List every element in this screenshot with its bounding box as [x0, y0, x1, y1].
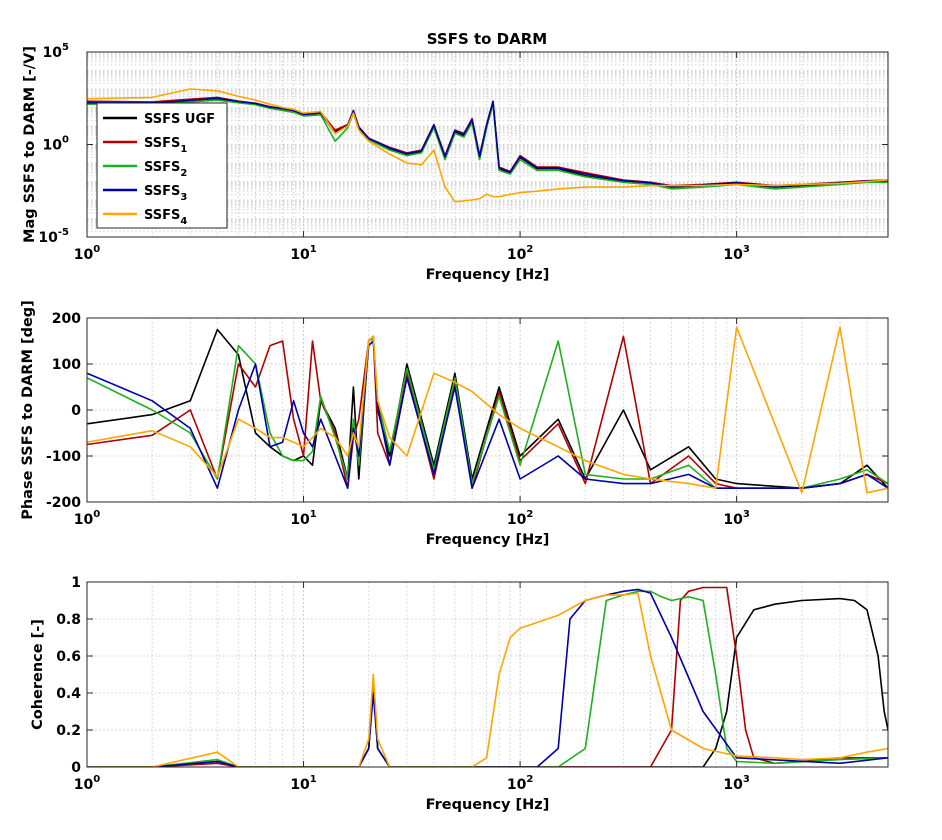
x-tick-exp: 2: [526, 509, 533, 520]
x-tick-label: 100: [74, 774, 100, 793]
x-tick-exp: 0: [93, 244, 100, 255]
x-tick-label: 100: [74, 244, 100, 263]
y-tick-label: 0.8: [56, 612, 81, 628]
x-tick-exp: 3: [743, 244, 750, 255]
legend-entry: SSFS1: [144, 136, 187, 155]
x-axis-label: Frequency [Hz]: [426, 797, 550, 813]
series-line-ssfs1: [87, 335, 888, 490]
x-tick-label: 100: [74, 509, 100, 528]
legend-subscript: 2: [180, 168, 187, 179]
legend-entry: SSFS3: [144, 184, 187, 203]
plot-area: [87, 582, 888, 767]
series-line-ssfs4: [87, 326, 888, 494]
x-tick-exp: 0: [93, 509, 100, 520]
y-tick-label: -100: [46, 449, 81, 465]
x-tick-base: 10: [74, 247, 94, 263]
y-axis-label: Mag SSFS to DARM [-/V]: [22, 46, 38, 243]
y-tick-base: 10: [43, 138, 63, 154]
x-tick-label: 101: [290, 244, 316, 263]
y-tick-label: 100: [52, 357, 81, 373]
x-tick-base: 10: [290, 247, 310, 263]
legend-entry: SSFS2: [144, 160, 187, 179]
y-tick-base: 10: [43, 45, 63, 61]
y-tick-label: 0: [71, 760, 81, 776]
x-tick-label: 101: [290, 509, 316, 528]
x-tick-exp: 2: [526, 244, 533, 255]
y-tick-label: 200: [52, 311, 81, 327]
series-line-ssfs3: [87, 588, 888, 767]
series-line-ssfs4: [87, 88, 888, 203]
x-tick-base: 10: [74, 777, 94, 793]
legend-name: SSFS: [144, 208, 180, 223]
legend-name: SSFS: [144, 136, 180, 151]
x-tick-label: 102: [507, 509, 533, 528]
x-tick-exp: 2: [526, 774, 533, 785]
y-tick-label: -200: [46, 495, 81, 511]
y-tick-exp: 0: [62, 135, 69, 146]
y-tick-label: 105: [43, 42, 69, 61]
x-tick-base: 10: [507, 512, 527, 528]
x-tick-label: 103: [723, 774, 749, 793]
legend-subscript: 4: [180, 216, 187, 227]
x-tick-exp: 0: [93, 774, 100, 785]
legend-entry: SSFS4: [144, 208, 187, 227]
x-tick-base: 10: [290, 777, 310, 793]
y-tick-exp: 5: [62, 42, 69, 53]
series-group: [87, 326, 888, 494]
axes-box: [86, 581, 889, 768]
series-line-ssfs2: [87, 590, 888, 767]
series-group: [87, 586, 888, 767]
x-axis-label: Frequency [Hz]: [426, 532, 550, 548]
x-tick-label: 103: [723, 244, 749, 263]
x-tick-exp: 1: [310, 244, 317, 255]
x-tick-label: 103: [723, 509, 749, 528]
series-line-ssfs4: [87, 592, 888, 767]
x-tick-base: 10: [74, 512, 94, 528]
y-tick-exp: -5: [58, 227, 69, 238]
x-tick-exp: 3: [743, 509, 750, 520]
y-tick-label: 0.6: [56, 649, 81, 665]
y-tick-label: 0: [71, 403, 81, 419]
x-tick-base: 10: [290, 512, 310, 528]
x-tick-base: 10: [723, 512, 743, 528]
y-axis-label: Phase SSFS to DARM [deg]: [20, 300, 36, 520]
x-tick-base: 10: [507, 247, 527, 263]
series-line-ssfs-ugf: [87, 597, 888, 767]
x-tick-base: 10: [723, 247, 743, 263]
legend-subscript: 1: [180, 144, 187, 155]
x-tick-exp: 3: [743, 774, 750, 785]
y-tick-label: 0.2: [56, 723, 81, 739]
legend-subscript: 3: [180, 192, 187, 203]
y-tick-label: 100: [43, 135, 69, 154]
x-tick-base: 10: [507, 777, 527, 793]
legend-name: SSFS UGF: [144, 112, 215, 127]
x-tick-base: 10: [723, 777, 743, 793]
x-tick-label: 101: [290, 774, 316, 793]
legend-name: SSFS: [144, 184, 180, 199]
x-tick-exp: 1: [310, 509, 317, 520]
series-group: [87, 88, 888, 203]
figure-title: SSFS to DARM: [427, 30, 547, 48]
legend-name: SSFS: [144, 160, 180, 175]
x-tick-exp: 1: [310, 774, 317, 785]
series-line-ssfs1: [87, 586, 888, 767]
y-tick-label: 10-5: [38, 227, 69, 246]
y-tick-label: 1: [71, 575, 81, 591]
x-tick-label: 102: [507, 244, 533, 263]
series-line-ssfs2: [87, 99, 888, 190]
series-line-ssfs3: [87, 340, 888, 490]
y-axis-label: Coherence [-]: [30, 619, 46, 730]
legend-entry: SSFS UGF: [144, 112, 215, 127]
y-tick-label: 0.4: [56, 686, 81, 702]
x-axis-label: Frequency [Hz]: [426, 267, 550, 283]
x-tick-label: 102: [507, 774, 533, 793]
y-tick-base: 10: [38, 230, 58, 246]
